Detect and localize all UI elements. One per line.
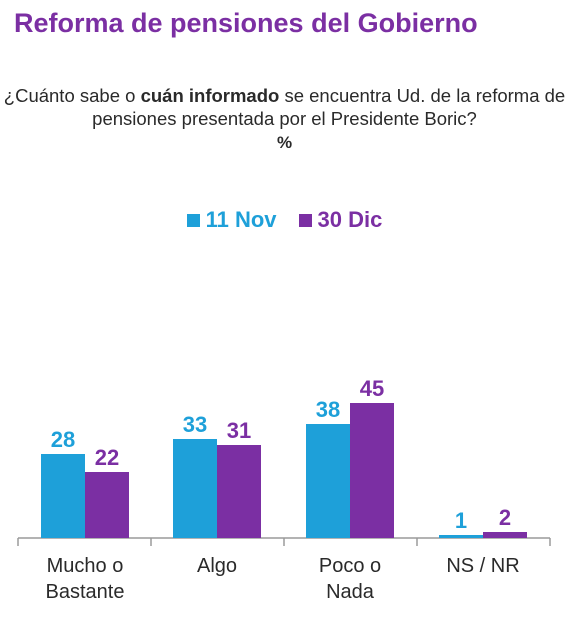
legend-label-series2: 30 Dic (317, 207, 383, 232)
data-label-2-0: 22 (95, 445, 119, 470)
bar-2-1 (217, 445, 261, 538)
legend-item-series2: 30 Dic (298, 207, 383, 233)
bar-1-2 (306, 424, 350, 538)
question-bold: cuán informado (140, 85, 280, 106)
legend-label-series1: 11 Nov (205, 207, 277, 232)
data-label-2-2: 45 (360, 376, 384, 401)
legend-swatch-series2 (298, 213, 312, 227)
legend-swatch-series1 (186, 213, 200, 227)
bar-2-0 (85, 472, 129, 538)
data-label-1-2: 38 (316, 397, 340, 422)
data-label-2-1: 31 (227, 418, 251, 443)
page-title: Reforma de pensiones del Gobierno (14, 8, 478, 38)
category-label-2-0: Poco o (319, 555, 381, 577)
category-label-0-1: Bastante (46, 581, 125, 603)
bar-2-2 (350, 403, 394, 538)
category-label-1-0: Algo (197, 555, 237, 577)
question-part2: se encuentra Ud. de la reforma de pensio… (92, 85, 566, 129)
data-label-1-3: 1 (455, 508, 467, 533)
category-label-2-1: Nada (326, 581, 375, 603)
legend: 11 Nov 30 Dic (0, 207, 569, 233)
bar-1-0 (41, 454, 85, 538)
data-label-1-0: 28 (51, 427, 75, 452)
category-label-0-0: Mucho o (47, 555, 124, 577)
question-part1: ¿Cuánto sabe o (3, 85, 141, 106)
question-text: ¿Cuánto sabe o cuán informado se encuent… (0, 84, 569, 154)
bar-1-3 (439, 535, 483, 538)
legend-item-series1: 11 Nov (186, 207, 277, 233)
data-label-2-3: 2 (499, 505, 511, 530)
bar-2-3 (483, 532, 527, 538)
bar-1-1 (173, 439, 217, 538)
unit-label: % (276, 133, 293, 152)
category-label-3-0: NS / NR (446, 555, 519, 577)
data-label-1-1: 33 (183, 412, 207, 437)
